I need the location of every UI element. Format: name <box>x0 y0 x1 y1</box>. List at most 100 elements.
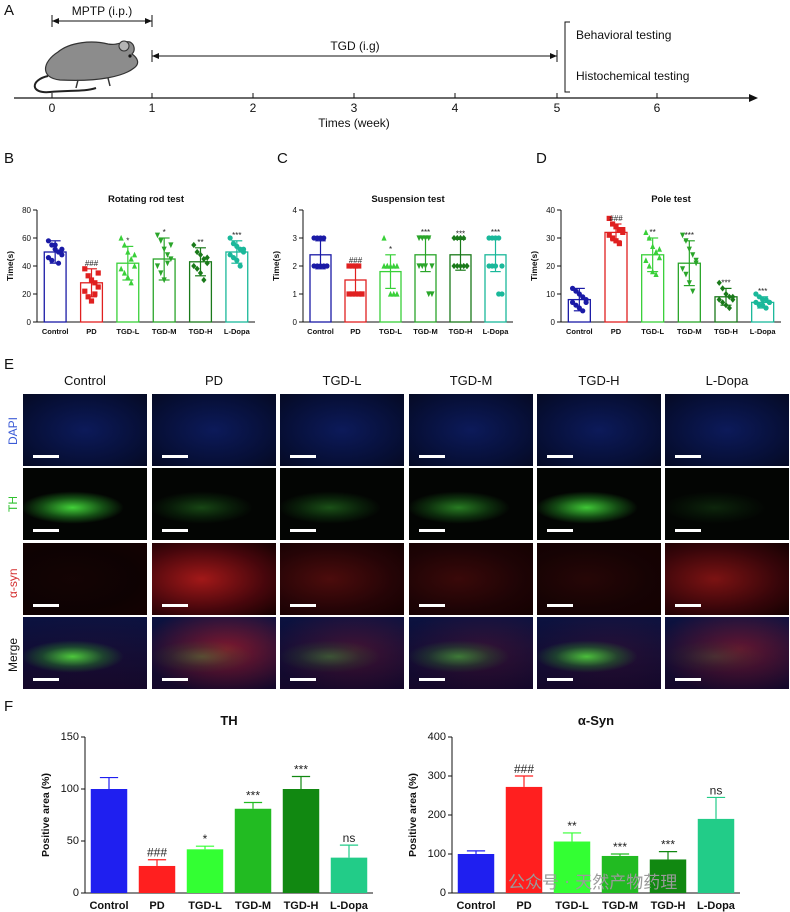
data-point <box>128 279 134 286</box>
y-tick-label: 400 <box>428 731 446 743</box>
scale-bar <box>162 678 188 681</box>
category-label: Control <box>456 900 495 912</box>
y-axis-label: Positive area (%) <box>407 773 419 857</box>
bar <box>553 841 591 893</box>
row-label: TH <box>6 496 20 512</box>
bar <box>697 818 735 893</box>
micrograph-cell <box>23 468 147 540</box>
significance-label: *** <box>294 763 308 777</box>
micrograph-cell <box>537 617 661 689</box>
tick-5: 5 <box>554 101 561 115</box>
watermark-text: 公众号 · 天然产物药理 <box>508 873 678 893</box>
micrograph-cell <box>537 394 661 466</box>
y-axis-label: Time(s) <box>5 251 15 281</box>
data-point <box>451 234 457 242</box>
data-point <box>457 262 464 270</box>
data-point <box>679 266 686 272</box>
data-point <box>454 234 460 242</box>
data-point <box>356 291 362 297</box>
behavioral-charts: Rotating rod test020406080Time(s)Control… <box>5 194 781 336</box>
data-point <box>227 235 233 241</box>
behavioral-label: Behavioral testing <box>576 28 671 42</box>
significance-label: *** <box>491 228 500 237</box>
data-point <box>616 241 622 247</box>
data-point <box>723 290 729 298</box>
data-point <box>317 263 324 269</box>
scale-bar <box>547 529 573 532</box>
category-label: L-Dopa <box>483 327 510 336</box>
y-tick-label: 0 <box>293 318 298 327</box>
tick-0: 0 <box>49 101 56 115</box>
data-point <box>240 246 247 252</box>
row-label: Merge <box>6 637 20 672</box>
data-point <box>125 274 131 280</box>
y-tick-label: 0 <box>73 887 79 899</box>
data-point <box>85 273 91 279</box>
immunofluorescence-grid: Control PD TGD-L TGD-M TGD-H L-Dopa DAPI TH α-sy… <box>0 365 790 697</box>
bar <box>601 855 639 893</box>
data-point <box>118 265 124 272</box>
chart-d: Pole test 0 10 20 30 40 Time(s) Control ### PD ** T… <box>529 194 781 336</box>
data-point <box>324 263 330 269</box>
data-point <box>426 235 432 242</box>
micrograph-cell <box>665 468 789 540</box>
chart-title: Pole test <box>651 194 691 205</box>
data-point <box>394 262 400 269</box>
category-label: TGD-H <box>284 900 319 912</box>
y-axis-label: Time(s) <box>271 251 281 281</box>
data-point <box>679 232 686 239</box>
scale-bar <box>290 455 316 458</box>
y-axis-label: Positive area (%) <box>40 773 52 857</box>
data-point <box>237 263 243 269</box>
data-point <box>164 252 171 258</box>
scale-bar <box>547 604 573 607</box>
bar <box>234 808 272 893</box>
panel-letter-e: E <box>4 356 15 373</box>
data-point <box>161 277 167 284</box>
micrograph-cell <box>23 617 147 689</box>
micrograph-cell <box>409 394 533 466</box>
data-point <box>656 246 663 252</box>
y-tick-label: 0 <box>551 318 556 327</box>
category-label: L-Dopa <box>697 900 736 912</box>
scale-bar <box>33 604 59 607</box>
data-point <box>650 243 656 249</box>
data-point <box>191 241 197 249</box>
scale-bar <box>162 529 188 532</box>
data-point <box>643 229 649 235</box>
data-point <box>461 262 467 270</box>
data-point <box>55 260 62 266</box>
significance-label: *** <box>232 231 241 240</box>
data-point <box>454 262 460 270</box>
bar <box>505 786 543 893</box>
bar <box>138 865 176 893</box>
category-label: L-Dopa <box>224 327 251 336</box>
micrograph-cell <box>537 543 661 615</box>
significance-label: *** <box>613 840 627 854</box>
data-point <box>121 269 128 276</box>
significance-label: *** <box>246 789 260 803</box>
micrograph-cell <box>409 543 533 615</box>
column-label: L-Dopa <box>705 373 749 388</box>
data-point <box>451 262 457 270</box>
scale-bar <box>33 455 59 458</box>
column-label: TGD-L <box>322 373 362 388</box>
data-point <box>204 260 210 267</box>
data-point <box>384 262 390 269</box>
data-point <box>92 280 98 286</box>
category-label: Control <box>566 327 593 336</box>
scale-bar <box>419 604 445 607</box>
data-point <box>616 227 622 233</box>
data-point <box>723 302 729 309</box>
data-point <box>82 266 88 272</box>
y-axis-label: Time(s) <box>529 251 539 281</box>
category-label: Control <box>42 327 69 336</box>
scale-bar <box>675 455 701 458</box>
data-point <box>653 248 659 255</box>
significance-label: * <box>163 228 166 237</box>
micrograph-cell <box>152 543 276 615</box>
chart-title: TH <box>220 713 237 728</box>
data-point <box>394 290 400 297</box>
y-tick-label: 100 <box>428 848 446 860</box>
data-point <box>683 238 689 244</box>
